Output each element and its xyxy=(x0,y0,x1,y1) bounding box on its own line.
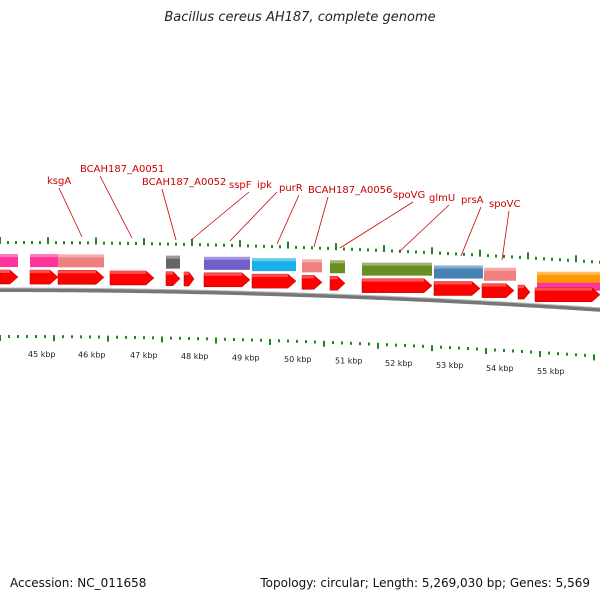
gene-label-ksgA: ksgA xyxy=(47,176,71,187)
cds-arrow-6 xyxy=(203,272,251,288)
feature-block-8 xyxy=(362,262,432,276)
cds-shine-6 xyxy=(204,272,242,276)
gene-label-BCAH187_A0051: BCAH187_A0051 xyxy=(80,164,164,175)
accession-label: Accession: NC_011658 xyxy=(10,576,147,590)
gene-leader-spoVC xyxy=(501,210,510,261)
kbp-label: 51 kbp xyxy=(335,357,363,366)
feature-shine-1 xyxy=(30,254,58,258)
gene-leader-ipk xyxy=(229,191,278,242)
map-title: Bacillus cereus AH187, complete genome xyxy=(164,10,436,25)
cds-shine-10 xyxy=(362,278,424,282)
kbp-label: 45 kbp xyxy=(28,350,56,359)
feature-block-extra xyxy=(537,282,600,291)
kbp-label: 46 kbp xyxy=(78,350,106,359)
feature-block-1 xyxy=(30,254,58,268)
kbp-label: 53 kbp xyxy=(436,361,464,370)
backbone-highlight xyxy=(0,287,600,309)
cds-arrow-1 xyxy=(29,269,59,285)
cds-arrow-7 xyxy=(251,273,297,289)
feature-block-10 xyxy=(484,267,516,281)
gene-leader-BCAH187_A0052 xyxy=(161,188,177,241)
kbp-label: 50 kbp xyxy=(284,355,312,364)
gene-label-prsA: prsA xyxy=(461,195,484,206)
feature-shine-11 xyxy=(537,271,600,275)
gene-label-spoVC: spoVC xyxy=(489,199,521,210)
feature-block-0 xyxy=(0,254,18,268)
feature-shine-3 xyxy=(166,255,180,259)
cds-shine-8 xyxy=(302,275,314,279)
feature-shine-10 xyxy=(484,267,516,271)
feature-block-9 xyxy=(434,265,483,279)
feature-block-7 xyxy=(330,260,345,274)
gene-label-spoVG: spoVG xyxy=(393,190,425,201)
feature-block-5 xyxy=(252,258,296,272)
kbp-label: 49 kbp xyxy=(232,353,260,362)
cds-shine-11 xyxy=(434,281,472,285)
cds-shine-5 xyxy=(184,271,189,275)
gene-label-sspF: sspF xyxy=(229,180,252,191)
feature-block-4 xyxy=(204,256,250,270)
gene-leader-BCAH187_A0056 xyxy=(313,196,329,248)
gene-leader-glmU xyxy=(398,204,450,253)
cds-shine-2 xyxy=(58,270,96,274)
cds-arrow-10 xyxy=(361,278,433,293)
cds-arrow-3 xyxy=(109,270,155,286)
cds-shine-14 xyxy=(535,287,592,291)
gene-leader-spoVG xyxy=(339,201,414,249)
kbp-label: 54 kbp xyxy=(486,364,514,373)
feature-shine-9 xyxy=(434,265,483,269)
feature-shine-4 xyxy=(204,256,250,260)
cds-shine-9 xyxy=(330,276,338,280)
cds-arrow-12 xyxy=(481,283,515,298)
gene-leader-BCAH187_A0051 xyxy=(99,175,133,239)
gene-leader-ksgA xyxy=(58,187,83,238)
cds-arrow-0 xyxy=(0,269,19,285)
gene-leader-purR xyxy=(276,194,300,245)
cds-arrow-4 xyxy=(165,271,181,286)
gene-label-purR: purR xyxy=(279,183,303,194)
feature-block-2 xyxy=(58,254,104,268)
kbp-label: 52 kbp xyxy=(385,359,413,368)
feature-shine-7 xyxy=(330,260,345,264)
kbp-label: 55 kbp xyxy=(537,367,565,376)
topology-label: Topology: circular; Length: 5,269,030 bp… xyxy=(260,576,590,590)
cds-shine-12 xyxy=(482,283,506,287)
cds-shine-3 xyxy=(110,270,146,274)
backbone xyxy=(0,288,600,312)
kbp-label: 47 kbp xyxy=(130,351,158,360)
feature-shine-0 xyxy=(0,254,18,258)
gene-leader-prsA xyxy=(460,206,482,257)
feature-shine-5 xyxy=(252,258,296,262)
gene-label-BCAH187_A0052: BCAH187_A0052 xyxy=(142,177,226,188)
gene-label-ipk: ipk xyxy=(257,180,272,191)
cds-arrow-14 xyxy=(534,287,600,302)
feature-shine-6 xyxy=(302,259,322,263)
cds-shine-4 xyxy=(166,271,173,275)
kbp-label: 48 kbp xyxy=(181,352,209,361)
feature-block-11 xyxy=(537,271,600,285)
cds-shine-7 xyxy=(252,274,288,278)
cds-shine-1 xyxy=(30,270,50,274)
cds-shine-0 xyxy=(0,270,10,274)
gene-leader-sspF xyxy=(190,191,250,241)
feature-block-3 xyxy=(166,255,180,269)
feature-shine-8 xyxy=(362,262,432,266)
feature-shine-2 xyxy=(58,254,104,258)
feature-block-6 xyxy=(302,259,322,273)
cds-shine-13 xyxy=(518,285,524,289)
gene-label-BCAH187_A0056: BCAH187_A0056 xyxy=(308,185,392,196)
gene-label-glmU: glmU xyxy=(429,193,455,204)
